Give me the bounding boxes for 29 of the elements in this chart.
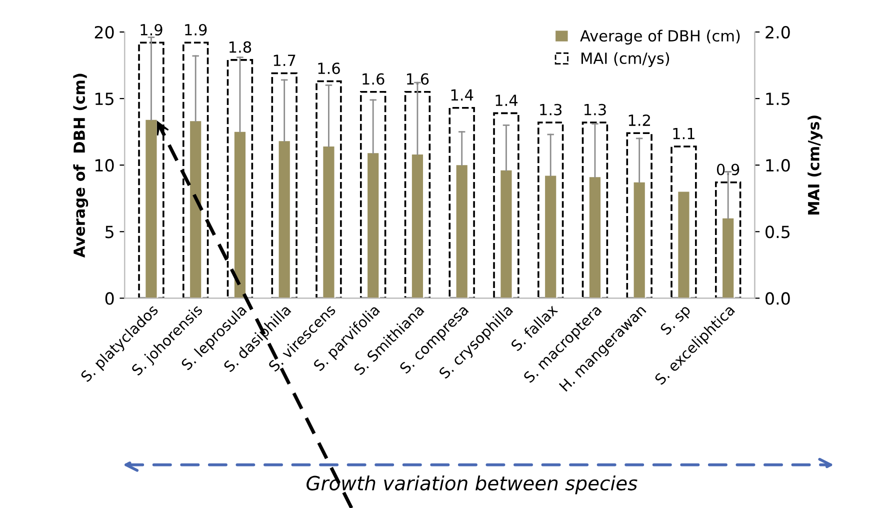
data-label: 1.6 bbox=[407, 73, 429, 85]
y2-tick-label: 0.5 bbox=[766, 226, 790, 238]
legend-label: Average of DBH (cm) bbox=[580, 30, 740, 45]
y-tick-label: 15 bbox=[96, 92, 114, 106]
text: Growth variation between species bbox=[306, 475, 638, 494]
y2-tick-label: 1.5 bbox=[766, 92, 790, 106]
data-label: 1.7 bbox=[274, 54, 296, 66]
data-label: 0.9 bbox=[716, 164, 740, 176]
data-label: 1.9 bbox=[185, 24, 207, 36]
y-tick-label: 20 bbox=[94, 26, 114, 39]
data-label: 1.1 bbox=[673, 128, 694, 140]
y-tick-label: 10 bbox=[96, 159, 114, 172]
data-label: 1.3 bbox=[540, 104, 562, 116]
data-label: 1.4 bbox=[451, 89, 474, 101]
y-tick-label: 5 bbox=[106, 226, 114, 238]
data-label: 1.4 bbox=[496, 94, 518, 106]
data-label: 1.6 bbox=[318, 62, 340, 74]
y2-tick-label: 2.0 bbox=[766, 26, 790, 39]
data-label: 1.9 bbox=[140, 24, 162, 36]
y-axis-title: Average of DBH (cm) bbox=[73, 74, 88, 258]
data-label: 1.8 bbox=[230, 41, 252, 53]
y2-tick-label: 0.0 bbox=[766, 292, 790, 305]
y2-tick-label: 1.0 bbox=[766, 159, 790, 172]
data-label: 1.6 bbox=[362, 73, 384, 85]
y-tick-label: 0 bbox=[105, 292, 114, 305]
data-label: 1.3 bbox=[584, 104, 606, 116]
legend-label: MAI (cm/ys) bbox=[582, 52, 670, 67]
y2-axis-title: MAI (cm/ys) bbox=[808, 116, 823, 214]
data-label: 1.2 bbox=[628, 114, 650, 126]
